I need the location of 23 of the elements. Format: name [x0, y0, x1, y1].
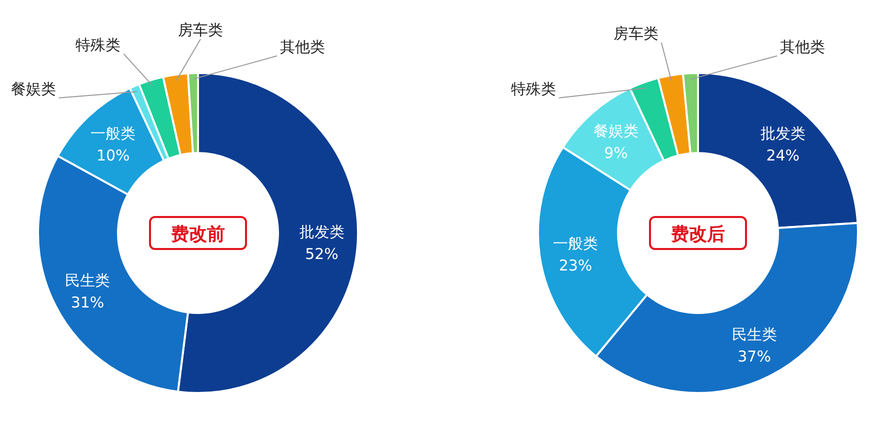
slice-label: 一般类 — [553, 234, 598, 252]
slice-label: 批发类 — [299, 222, 344, 241]
slice-label: 民生类 — [65, 271, 110, 290]
data-label: 10% — [96, 146, 130, 165]
data-label: 24% — [766, 146, 800, 165]
text: 费改前 — [170, 224, 225, 245]
slice-label: 房车类 — [613, 24, 658, 42]
slice-label: 一般类 — [90, 124, 136, 143]
data-label: 23% — [558, 256, 592, 274]
slice-label: 特殊类 — [510, 80, 556, 98]
slice-label: 餐娱类 — [593, 122, 638, 140]
slice-label: 房车类 — [178, 21, 224, 40]
slice-label: 餐娱类 — [10, 80, 56, 98]
data-label: 9% — [604, 144, 628, 162]
slice-label: 批发类 — [760, 124, 806, 143]
slice-label: 其他类 — [780, 38, 826, 56]
slice-label: 其他类 — [280, 38, 326, 56]
slice-label: 特殊类 — [76, 36, 121, 54]
text: 费改后 — [670, 224, 725, 245]
data-label: 37% — [738, 347, 771, 366]
slice-label: 民生类 — [732, 325, 777, 344]
data-label: 31% — [70, 293, 104, 312]
data-label: 52% — [305, 244, 338, 263]
